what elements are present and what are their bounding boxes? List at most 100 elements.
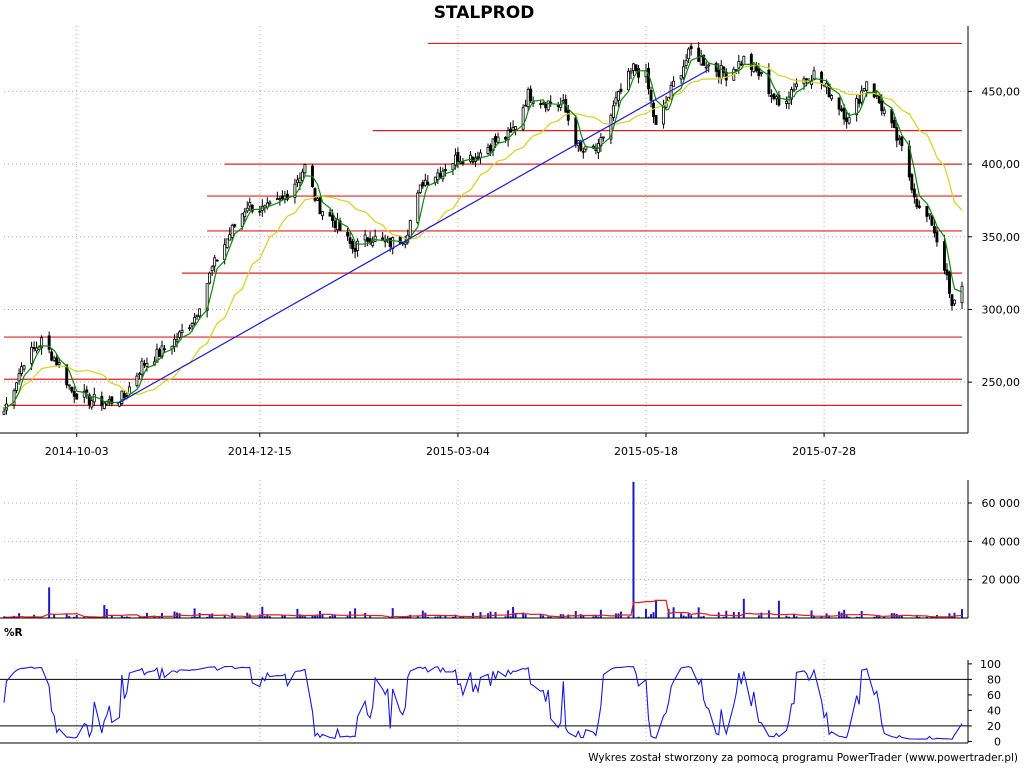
- candle-body: [366, 237, 370, 242]
- volume-bar: [509, 616, 512, 618]
- candle-body: [837, 97, 841, 110]
- candle-body: [699, 56, 703, 65]
- candle-body: [679, 75, 683, 80]
- candle-body: [494, 136, 497, 143]
- volume-bar: [471, 612, 474, 618]
- price-y-tick-label: 250,00: [982, 376, 1021, 389]
- candle-body: [860, 90, 864, 103]
- volume-bar: [329, 616, 332, 618]
- volume-bar: [311, 615, 314, 618]
- williams-r-y-tick-label: 0: [994, 735, 1001, 748]
- date-tick-label: 2014-12-15: [228, 445, 292, 458]
- candle-body: [318, 197, 322, 215]
- candle-body: [443, 169, 447, 172]
- price-y-tick-label: 400,00: [982, 158, 1021, 171]
- candle-body: [22, 365, 26, 370]
- volume-bar: [820, 616, 823, 618]
- candle-body: [647, 68, 650, 90]
- candle-body: [629, 70, 633, 74]
- volume-bar: [313, 615, 316, 618]
- volume-bar: [655, 599, 658, 618]
- volume-y-tick-label: 20 000: [982, 574, 1021, 587]
- volume-bar: [792, 614, 795, 618]
- candle-body: [790, 89, 793, 100]
- volume-bar: [206, 616, 209, 618]
- candle-body: [556, 105, 560, 107]
- volume-bar: [582, 615, 585, 618]
- volume-bar: [399, 616, 402, 618]
- candle-body: [160, 345, 164, 358]
- candle-body: [719, 65, 723, 80]
- candle-body: [945, 269, 949, 276]
- volume-bar: [547, 616, 550, 618]
- price-y-tick-label: 300,00: [982, 303, 1021, 316]
- candle-body: [812, 70, 816, 81]
- williams-r-y-tick-label: 60: [987, 689, 1001, 702]
- candle-body: [163, 348, 166, 351]
- candle-body: [897, 137, 901, 141]
- candle-body: [882, 109, 886, 115]
- candle-body: [416, 192, 420, 223]
- candle-body: [436, 172, 440, 180]
- candle-body: [316, 198, 319, 201]
- candle-body: [632, 63, 635, 71]
- volume-bar: [875, 615, 878, 618]
- candle-body: [689, 45, 693, 50]
- candle-body: [521, 107, 525, 130]
- candle-body: [293, 183, 297, 198]
- candle-body: [509, 128, 513, 133]
- candle-body: [453, 154, 457, 166]
- volume-bar: [145, 612, 148, 618]
- candle-body: [619, 88, 623, 92]
- trend-line: [116, 69, 710, 405]
- candle-body: [298, 177, 302, 184]
- volume-bar: [873, 616, 876, 618]
- volume-bar: [65, 614, 68, 618]
- resistance-lines: [4, 42, 962, 406]
- candle-body: [438, 172, 442, 178]
- candle-body: [544, 103, 548, 109]
- candle-body: [418, 184, 422, 193]
- candle-body: [932, 226, 936, 234]
- candle-body: [717, 69, 721, 77]
- williams-r-panel: %R 0 20 40 60 80 100: [0, 627, 1001, 748]
- candle-body: [135, 375, 139, 386]
- candle-body: [757, 68, 761, 77]
- volume-bar: [316, 614, 319, 618]
- volume-bar: [436, 616, 439, 618]
- volume-grid: [4, 480, 968, 618]
- candle-body: [215, 259, 219, 262]
- volume-bar: [700, 616, 703, 618]
- candle-body: [489, 145, 492, 152]
- candle-body: [581, 150, 585, 153]
- volume-bar: [858, 616, 861, 618]
- candle-body: [609, 114, 613, 140]
- candle-body: [669, 84, 673, 100]
- volume-bar: [18, 613, 21, 618]
- volume-bar: [83, 616, 86, 618]
- candle-body: [611, 105, 615, 118]
- candle-body: [767, 69, 771, 94]
- candle-body: [930, 215, 934, 226]
- candle-body: [321, 211, 324, 217]
- candle-body: [30, 346, 34, 364]
- footer-credit: Wykres został stworzony za pomocą progra…: [588, 752, 1018, 764]
- candle-body: [120, 390, 124, 405]
- volume-bar: [354, 608, 357, 618]
- volume-bar: [855, 616, 858, 618]
- candle-body: [338, 220, 342, 231]
- candle-body: [285, 193, 289, 200]
- candle-body: [122, 393, 126, 398]
- candle-body: [100, 396, 104, 407]
- volume-bar: [594, 614, 597, 618]
- candle-body: [50, 351, 54, 361]
- candle-body: [637, 68, 640, 78]
- volume-bar: [73, 616, 76, 618]
- volume-bar: [283, 615, 286, 618]
- candle-body: [667, 96, 671, 101]
- candle-body: [180, 329, 184, 334]
- candle-body: [421, 181, 425, 187]
- price-y-tick-label: 450,00: [982, 85, 1021, 98]
